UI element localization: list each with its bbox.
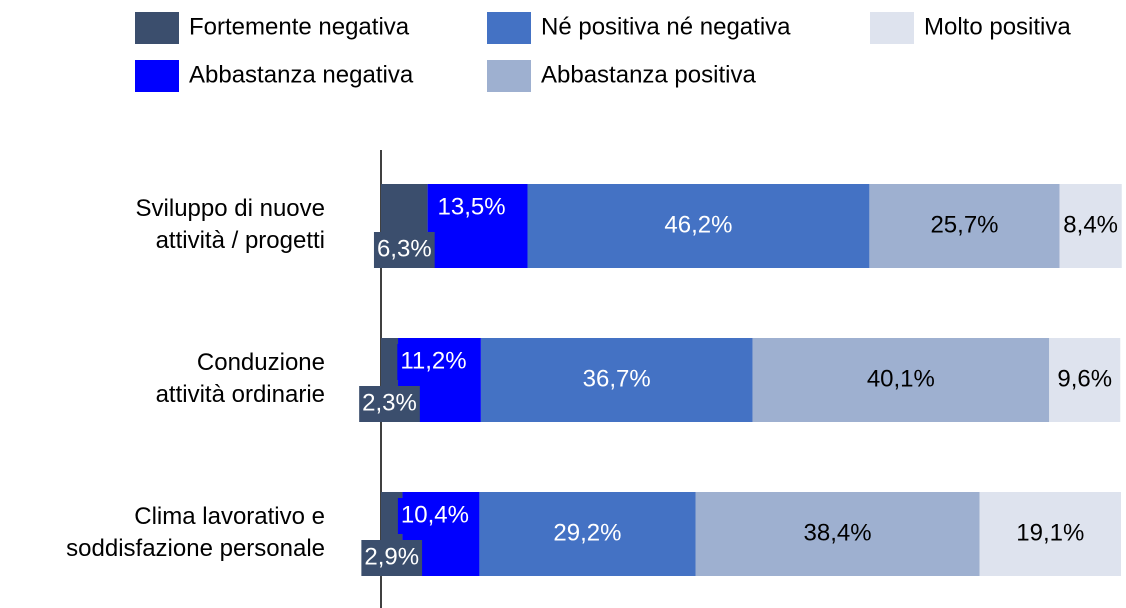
bar-segment xyxy=(480,338,753,422)
data-label: 6,3% xyxy=(377,235,432,262)
data-label-group: 40,1% xyxy=(867,365,935,392)
legend-swatch xyxy=(870,12,914,44)
data-label-group: 29,2% xyxy=(553,519,621,546)
data-label: 19,1% xyxy=(1016,519,1084,546)
legend-swatch xyxy=(487,12,531,44)
data-label: 2,9% xyxy=(364,543,419,570)
data-label-background xyxy=(361,540,423,576)
data-label-background xyxy=(397,498,472,534)
bar-segment xyxy=(869,184,1060,268)
data-label: 46,2% xyxy=(664,211,732,238)
legend-label: Molto positiva xyxy=(924,13,1071,40)
data-label: 38,4% xyxy=(804,519,872,546)
data-label-group: 38,4% xyxy=(804,519,872,546)
data-label: 8,4% xyxy=(1063,211,1118,238)
legend-swatch xyxy=(135,60,179,92)
category-label: Sviluppo di nuove attività / progetti xyxy=(136,195,325,254)
data-label-group: 19,1% xyxy=(1016,519,1084,546)
bar-segment xyxy=(979,492,1121,576)
data-label: 13,5% xyxy=(438,193,506,220)
data-label-group: 6,3% xyxy=(373,232,435,268)
data-label-group: 8,4% xyxy=(1063,211,1118,238)
data-label: 2,3% xyxy=(362,389,417,416)
category-label: Clima lavorativo e soddisfazione personal… xyxy=(66,503,325,562)
bar-segment xyxy=(752,338,1050,422)
data-label-group: 46,2% xyxy=(664,211,732,238)
data-label: 11,2% xyxy=(400,347,466,374)
data-label-background xyxy=(434,190,509,226)
legend-label: Abbastanza negativa xyxy=(189,61,414,88)
legend-swatch xyxy=(487,60,531,92)
bar-segment xyxy=(1059,184,1122,268)
data-label-background xyxy=(373,232,435,268)
data-label-group: 36,7% xyxy=(583,365,651,392)
legend-label: Fortemente negativa xyxy=(189,13,410,40)
data-label-background xyxy=(359,386,420,422)
legend-swatch xyxy=(135,12,179,44)
data-label: 40,1% xyxy=(867,365,935,392)
legend-label: Abbastanza positiva xyxy=(541,61,756,88)
data-label-background xyxy=(397,344,470,380)
data-label: 10,4% xyxy=(401,501,469,528)
data-label-group: 10,4% xyxy=(397,498,472,534)
data-label: 9,6% xyxy=(1057,365,1112,392)
legend-label: Né positiva né negativa xyxy=(541,13,791,40)
data-label-group: 13,5% xyxy=(434,190,509,226)
data-label-group: 11,2% xyxy=(397,344,470,380)
bar-segment xyxy=(479,492,696,576)
bar-segment xyxy=(527,184,870,268)
bar-segment xyxy=(695,492,980,576)
data-label: 29,2% xyxy=(553,519,621,546)
data-label: 25,7% xyxy=(930,211,998,238)
category-label: Conduzione attività ordinarie xyxy=(156,349,325,408)
data-label: 36,7% xyxy=(583,365,651,392)
data-label-group: 2,3% xyxy=(359,386,420,422)
data-label-group: 2,9% xyxy=(361,540,423,576)
data-label-group: 9,6% xyxy=(1057,365,1112,392)
bar-segment xyxy=(1049,338,1121,422)
data-label-group: 25,7% xyxy=(930,211,998,238)
